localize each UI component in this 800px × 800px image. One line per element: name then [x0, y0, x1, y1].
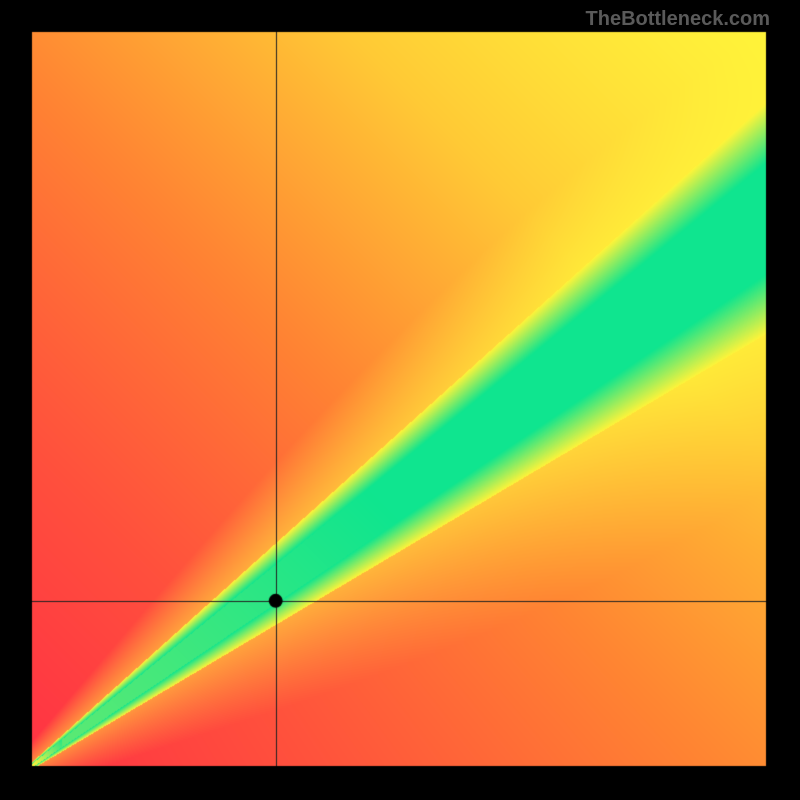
- heatmap-canvas: [0, 0, 800, 800]
- chart-container: TheBottleneck.com: [0, 0, 800, 800]
- watermark-text: TheBottleneck.com: [586, 8, 770, 31]
